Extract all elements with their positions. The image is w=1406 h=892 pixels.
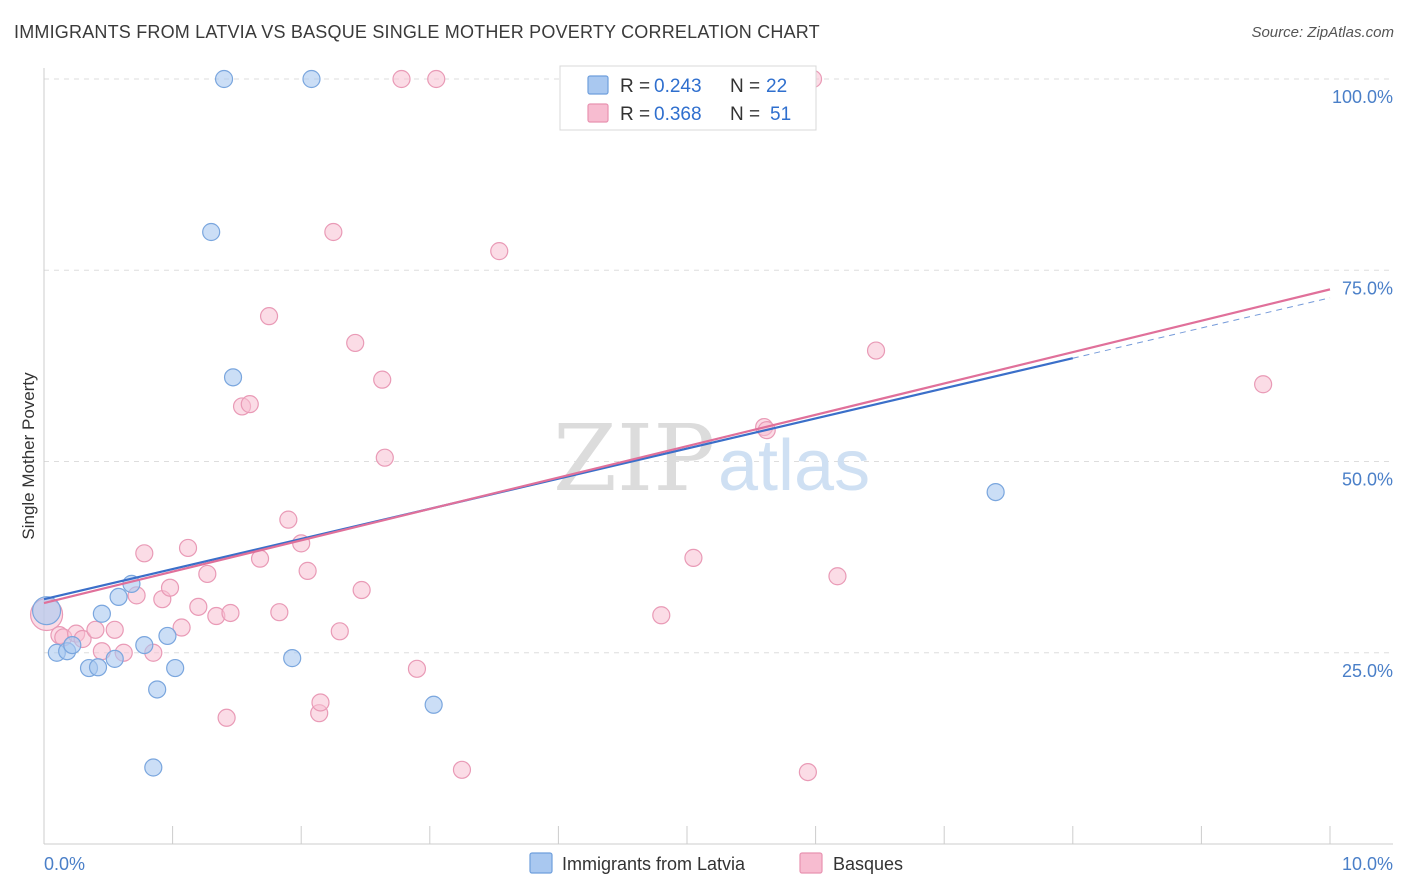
basques-series-swatch: [799, 852, 823, 874]
latvia-point: [148, 680, 167, 699]
basques-legend-swatch: [587, 103, 609, 123]
latvia-r-value: 0.243: [654, 76, 702, 97]
basques-point: [490, 242, 509, 261]
basques-point: [452, 760, 472, 779]
basques-point: [828, 567, 847, 586]
latvia-legend-swatch: [587, 75, 609, 95]
y-tick-label-75: 75.0%: [1342, 278, 1393, 298]
basques-point: [221, 603, 240, 623]
axes: [43, 68, 1393, 845]
watermark-atlas: atlas: [718, 426, 870, 506]
latvia-n-label: N =: [730, 76, 760, 97]
basques-point: [311, 693, 330, 712]
x-tick-label-min: 0.0%: [44, 854, 85, 874]
latvia-r-label: R =: [620, 76, 650, 97]
basques-point: [240, 395, 259, 414]
basques-point: [86, 620, 105, 639]
basques-trend-line: [43, 288, 1331, 605]
basques-point: [1254, 375, 1273, 394]
source-note: Source: ZipAtlas.com: [1251, 24, 1394, 41]
latvia-series-swatch: [529, 852, 553, 874]
latvia-point: [202, 222, 221, 242]
chart-title: IMMIGRANTS FROM LATVIA VS BASQUE SINGLE …: [14, 22, 820, 42]
latvia-point: [135, 635, 154, 655]
basques-point: [160, 578, 180, 597]
basques-point: [427, 69, 446, 89]
basques-point: [105, 620, 124, 639]
basques-point: [324, 222, 343, 242]
watermark: ZIP atlas: [553, 405, 870, 512]
latvia-point: [105, 649, 124, 668]
latvia-trend-line: [43, 357, 1074, 601]
x-tick-label-max: 10.0%: [1342, 854, 1393, 874]
basques-point: [270, 603, 289, 622]
latvia-point: [92, 604, 111, 623]
basques-point: [135, 544, 154, 563]
basques-point: [346, 333, 365, 353]
basques-n-label: N =: [730, 104, 760, 125]
latvia-trend-extension: [1072, 297, 1331, 359]
latvia-point: [63, 635, 82, 655]
latvia-series-label: Immigrants from Latvia: [562, 854, 746, 874]
trend-lines: [43, 288, 1331, 605]
basques-point: [866, 341, 886, 360]
latvia-point: [166, 658, 185, 678]
basques-point: [684, 548, 703, 567]
latvia-point: [424, 695, 443, 714]
basques-point: [392, 69, 411, 89]
y-tick-label-25: 25.0%: [1342, 661, 1393, 681]
latvia-n-value: 22: [766, 76, 787, 97]
basques-point: [352, 580, 371, 600]
latvia-point: [109, 587, 128, 607]
latvia-point: [223, 368, 243, 387]
y-axis-title: Single Mother Poverty: [19, 372, 38, 540]
y-tick-labels: 25.0% 50.0% 75.0% 100.0%: [1332, 87, 1393, 681]
basques-r-label: R =: [620, 104, 650, 125]
grid-lines: [44, 78, 1393, 654]
latvia-point: [88, 658, 108, 677]
latvia-point: [283, 649, 302, 668]
latvia-point: [214, 69, 234, 89]
basques-point: [172, 618, 191, 637]
y-tick-label-50: 50.0%: [1342, 470, 1393, 490]
latvia-point: [302, 69, 321, 89]
basques-point: [279, 510, 298, 529]
series-legend: Immigrants from Latvia Basques: [529, 852, 903, 874]
basques-series-label: Basques: [833, 854, 903, 874]
basques-point: [189, 597, 208, 616]
latvia-point: [144, 758, 163, 777]
basques-r-value: 0.368: [654, 104, 702, 125]
basques-point: [330, 622, 349, 641]
basques-point: [178, 538, 198, 558]
basques-n-value: 51: [770, 104, 791, 125]
latvia-point: [986, 483, 1005, 502]
basques-point: [298, 561, 317, 580]
basques-point: [373, 370, 392, 389]
latvia-point: [158, 626, 177, 646]
basques-point: [652, 606, 671, 625]
latvia-point: [31, 596, 62, 626]
basques-point: [217, 708, 236, 727]
basques-point: [375, 448, 394, 467]
latvia-points: [31, 69, 1005, 777]
stats-legend: R = 0.243 N = 22 R = 0.368 N = 51: [559, 65, 817, 131]
basques-point: [798, 762, 817, 782]
y-tick-label-100: 100.0%: [1332, 87, 1393, 107]
basques-point: [259, 307, 279, 326]
basques-point: [198, 564, 217, 584]
basques-point: [407, 659, 427, 678]
